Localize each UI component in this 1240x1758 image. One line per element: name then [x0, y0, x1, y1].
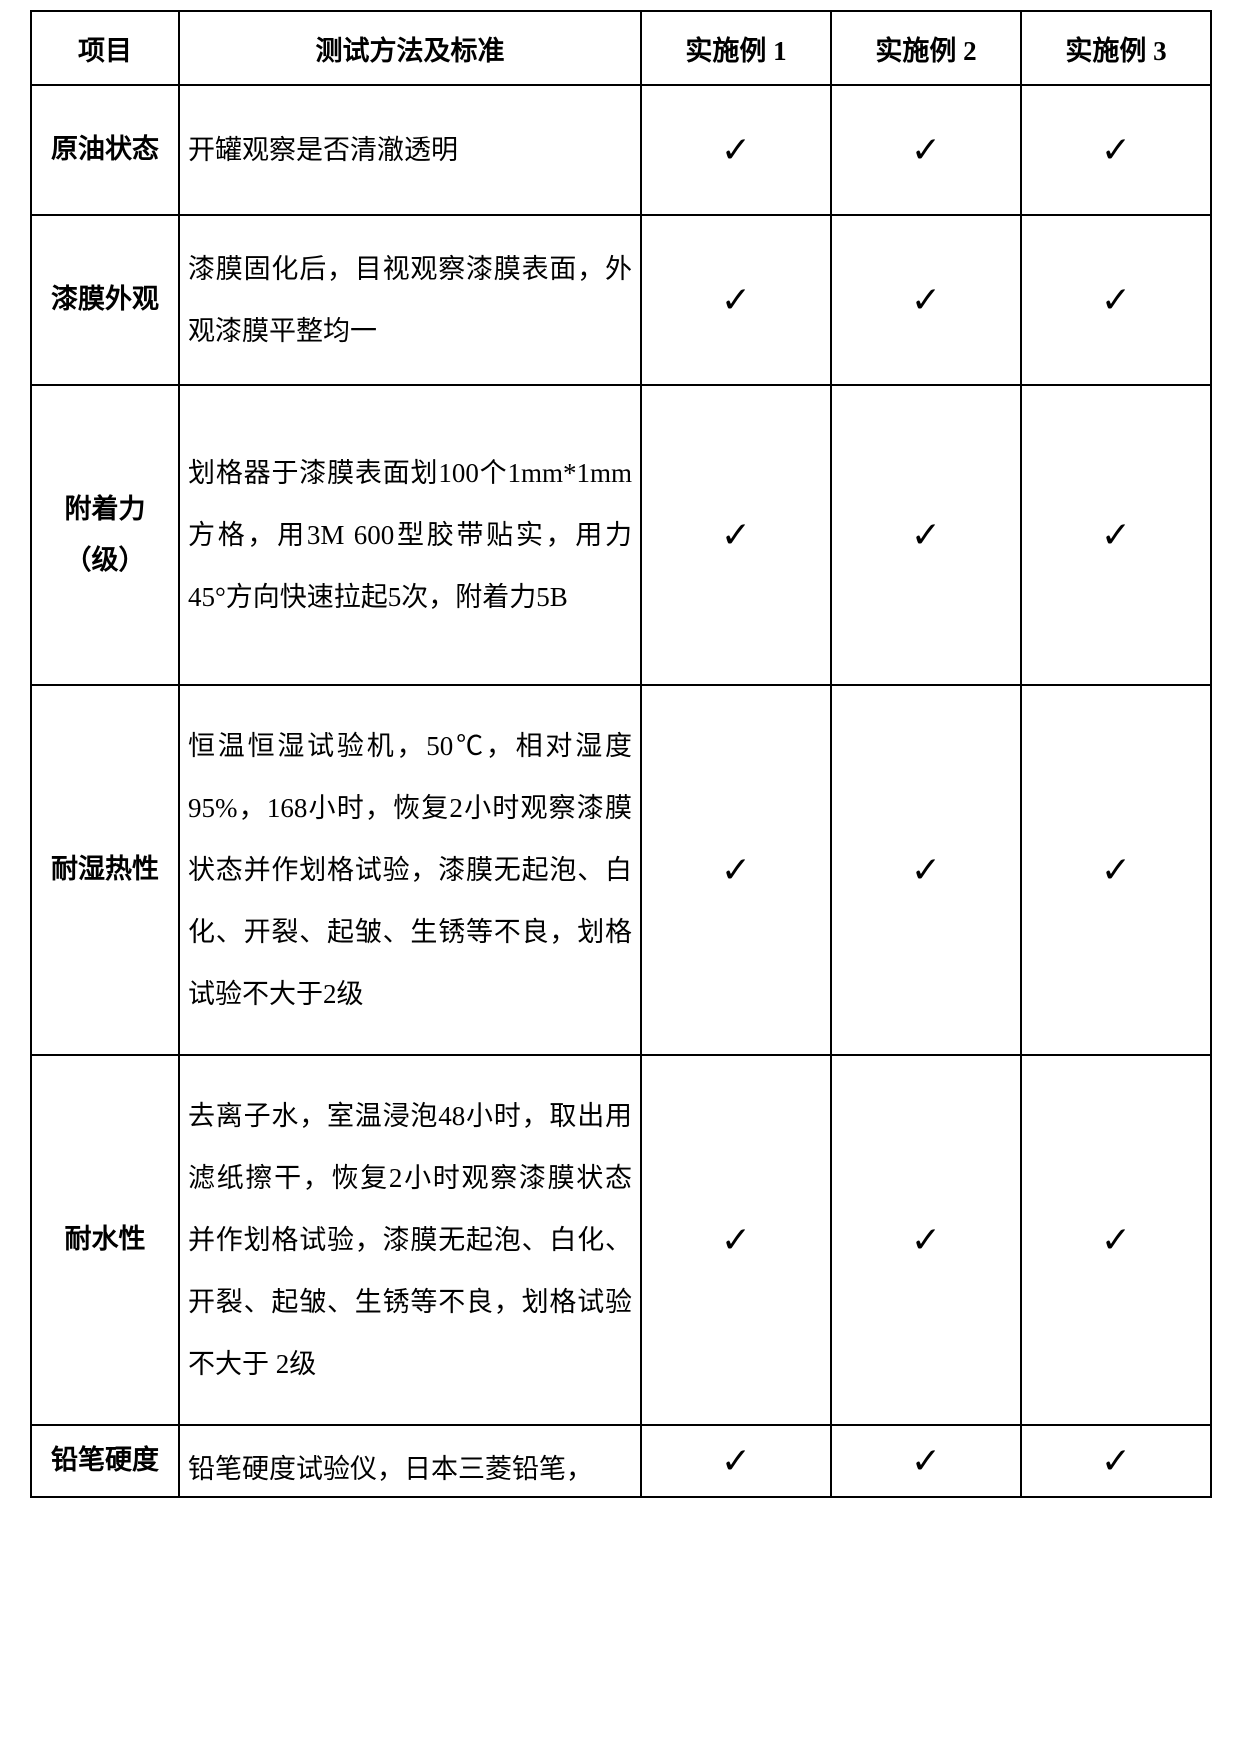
cell-method: 铅笔硬度试验仪，日本三菱铅笔，	[179, 1425, 641, 1497]
cell-check: ✓	[641, 1055, 831, 1425]
header-ex3: 实施例 3	[1021, 11, 1211, 85]
cell-method: 划格器于漆膜表面划100个1mm*1mm方格，用3M 600型胶带贴实，用力45…	[179, 385, 641, 685]
cell-check: ✓	[1021, 85, 1211, 215]
table-row: 附着力（级） 划格器于漆膜表面划100个1mm*1mm方格，用3M 600型胶带…	[31, 385, 1211, 685]
header-method: 测试方法及标准	[179, 11, 641, 85]
results-table: 项目 测试方法及标准 实施例 1 实施例 2 实施例 3 原油状态 开罐观察是否…	[30, 10, 1212, 1498]
cell-item: 附着力（级）	[31, 385, 179, 685]
header-ex2: 实施例 2	[831, 11, 1021, 85]
cell-method: 去离子水，室温浸泡48小时，取出用滤纸擦干，恢复2小时观察漆膜状态并作划格试验，…	[179, 1055, 641, 1425]
cell-item: 漆膜外观	[31, 215, 179, 385]
header-ex1: 实施例 1	[641, 11, 831, 85]
cell-item: 原油状态	[31, 85, 179, 215]
table-header-row: 项目 测试方法及标准 实施例 1 实施例 2 实施例 3	[31, 11, 1211, 85]
cell-check: ✓	[1021, 685, 1211, 1055]
cell-method: 恒温恒湿试验机，50℃，相对湿度95%，168小时，恢复2小时观察漆膜状态并作划…	[179, 685, 641, 1055]
cell-check: ✓	[641, 685, 831, 1055]
cell-check: ✓	[831, 215, 1021, 385]
page: 项目 测试方法及标准 实施例 1 实施例 2 实施例 3 原油状态 开罐观察是否…	[0, 0, 1240, 1508]
cell-check: ✓	[641, 85, 831, 215]
table-row: 耐水性 去离子水，室温浸泡48小时，取出用滤纸擦干，恢复2小时观察漆膜状态并作划…	[31, 1055, 1211, 1425]
cell-check: ✓	[831, 1425, 1021, 1497]
cell-item: 耐湿热性	[31, 685, 179, 1055]
header-item: 项目	[31, 11, 179, 85]
cell-check: ✓	[641, 385, 831, 685]
cell-check: ✓	[1021, 215, 1211, 385]
cell-check: ✓	[641, 1425, 831, 1497]
cell-method: 漆膜固化后，目视观察漆膜表面，外观漆膜平整均一	[179, 215, 641, 385]
cell-item: 铅笔硬度	[31, 1425, 179, 1497]
table-row: 铅笔硬度 铅笔硬度试验仪，日本三菱铅笔， ✓ ✓ ✓	[31, 1425, 1211, 1497]
cell-item: 耐水性	[31, 1055, 179, 1425]
cell-method: 开罐观察是否清澈透明	[179, 85, 641, 215]
table-row: 原油状态 开罐观察是否清澈透明 ✓ ✓ ✓	[31, 85, 1211, 215]
cell-check: ✓	[831, 1055, 1021, 1425]
table-row: 漆膜外观 漆膜固化后，目视观察漆膜表面，外观漆膜平整均一 ✓ ✓ ✓	[31, 215, 1211, 385]
cell-check: ✓	[1021, 385, 1211, 685]
cell-check: ✓	[831, 385, 1021, 685]
cell-check: ✓	[831, 85, 1021, 215]
table-row: 耐湿热性 恒温恒湿试验机，50℃，相对湿度95%，168小时，恢复2小时观察漆膜…	[31, 685, 1211, 1055]
cell-check: ✓	[641, 215, 831, 385]
cell-check: ✓	[831, 685, 1021, 1055]
cell-check: ✓	[1021, 1425, 1211, 1497]
cell-check: ✓	[1021, 1055, 1211, 1425]
